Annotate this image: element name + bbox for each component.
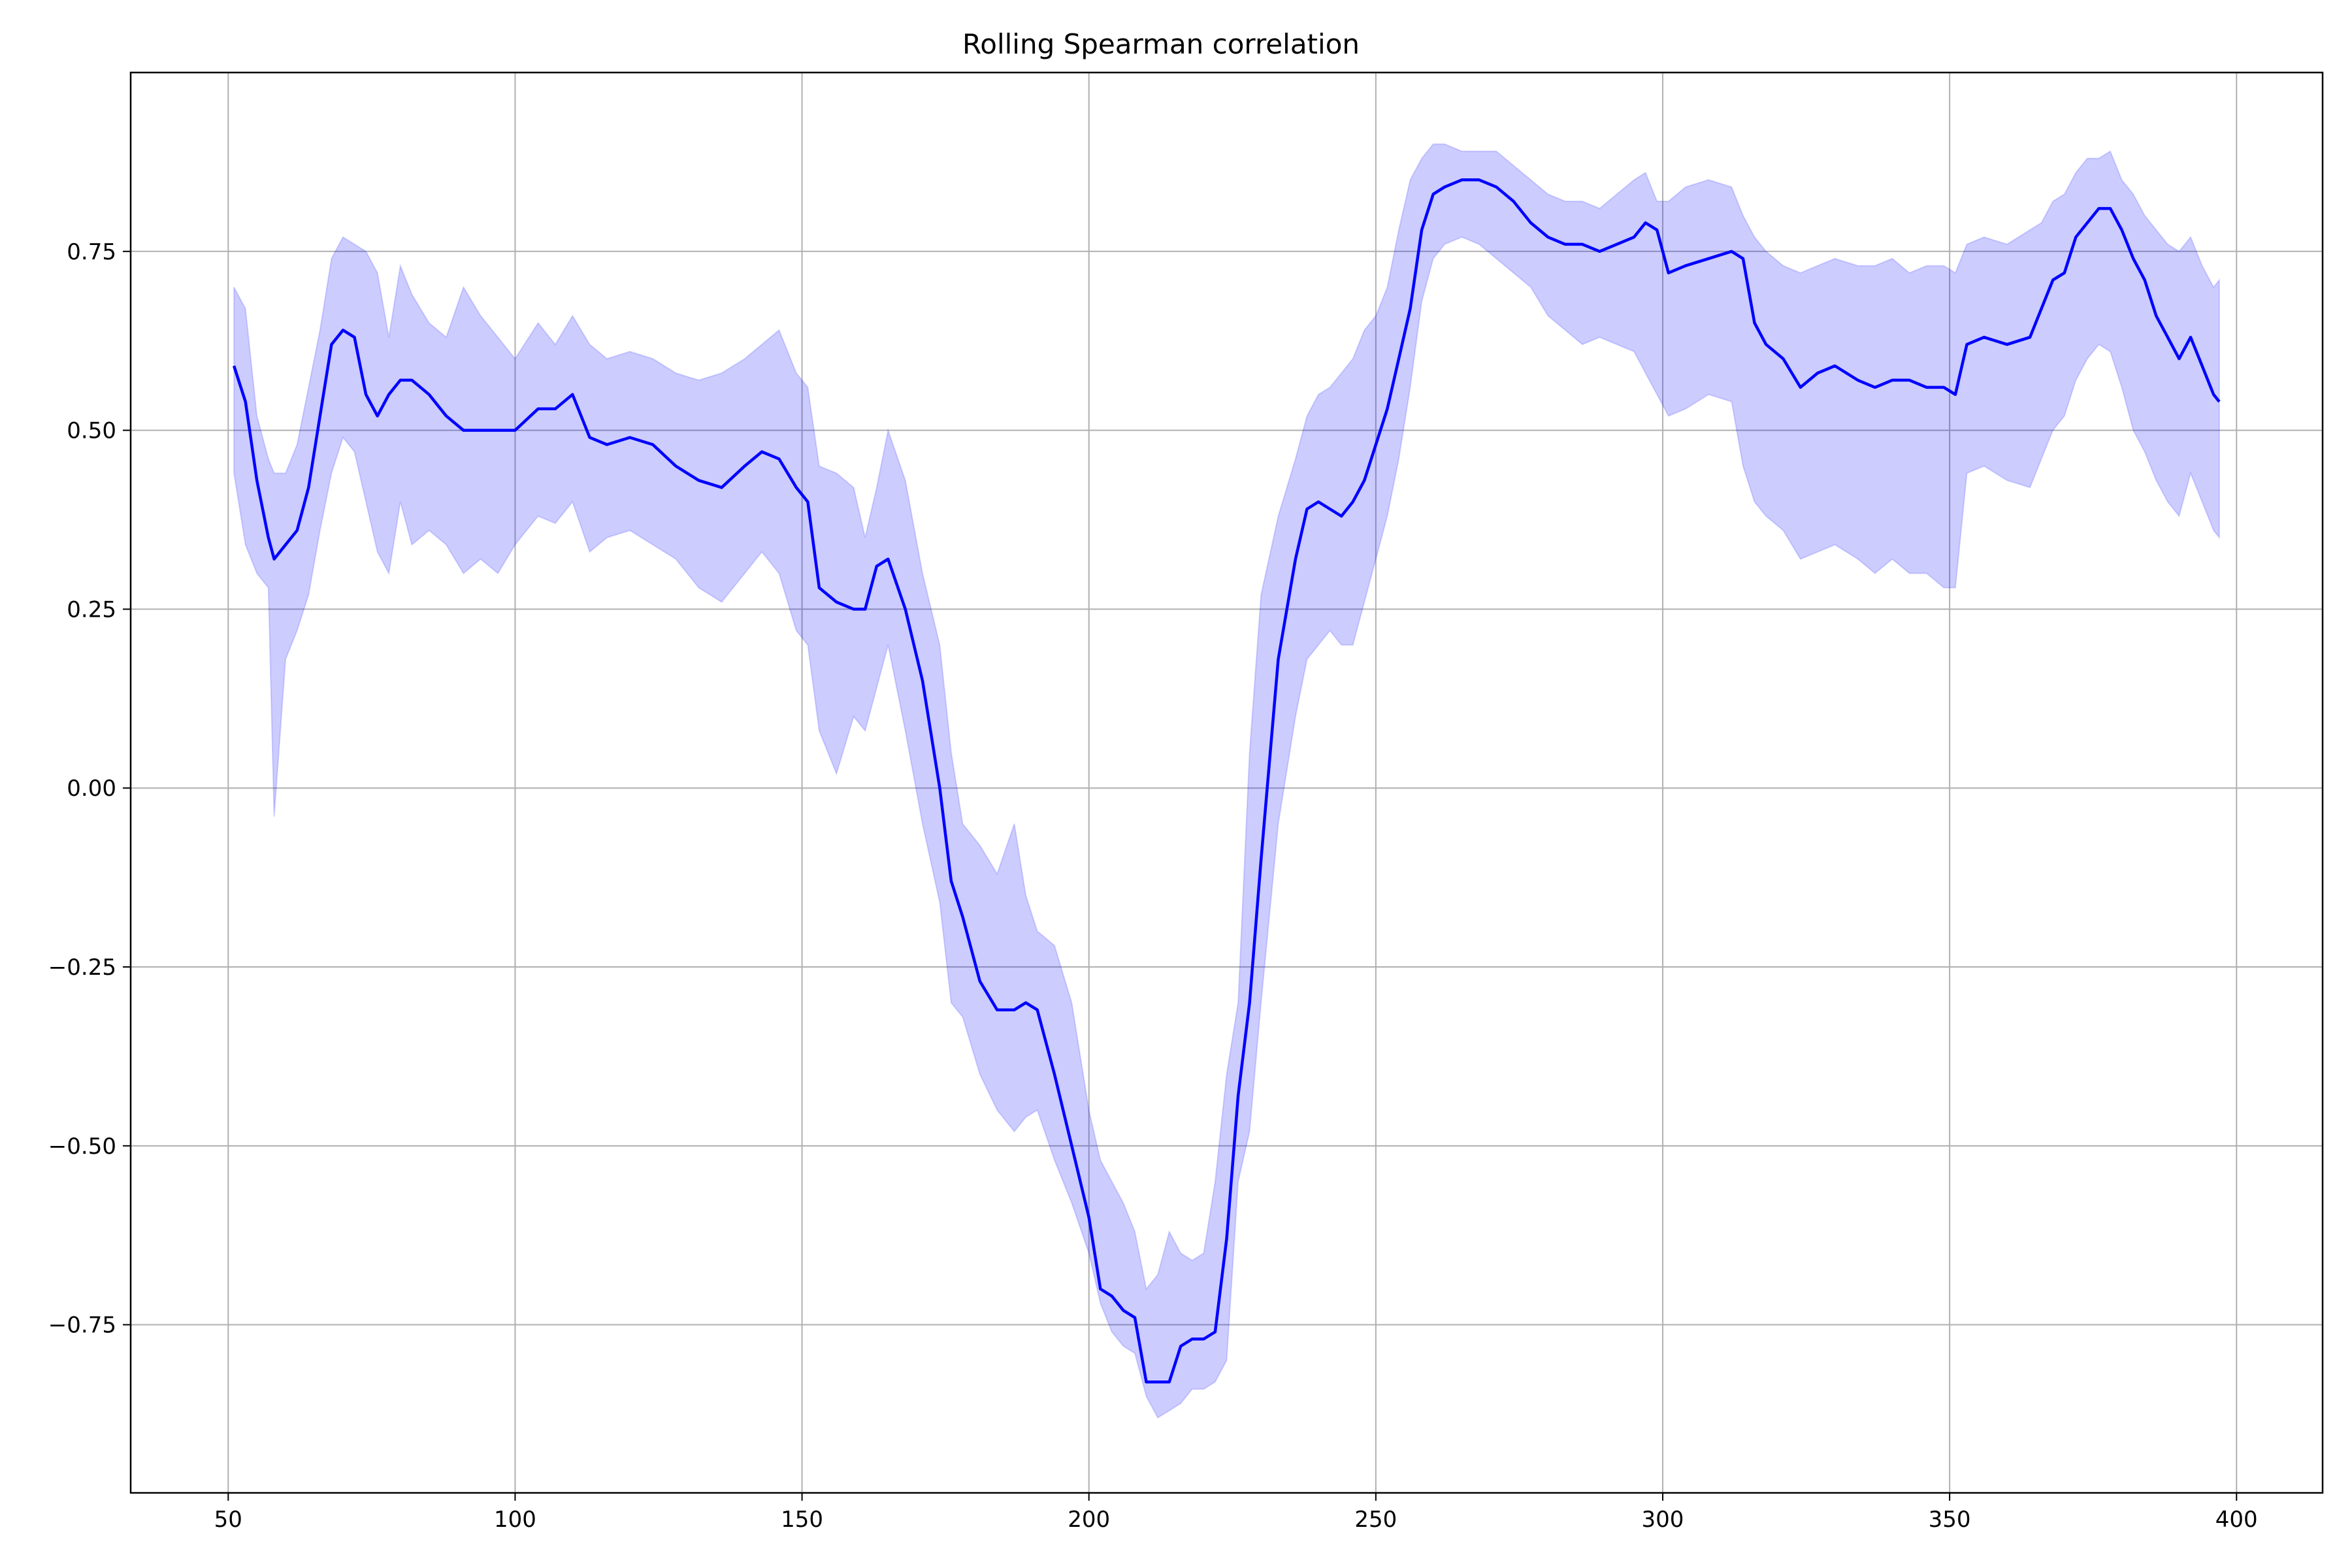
y-tick-label: −0.75	[48, 1313, 116, 1339]
x-tick-label: 350	[1929, 1507, 1971, 1533]
y-tick-label: 0.50	[67, 418, 116, 444]
confidence-band-layer	[233, 143, 2220, 1419]
grid-lines	[131, 73, 2323, 1493]
x-tick-label: 50	[214, 1507, 242, 1533]
y-tick-label: 0.75	[67, 239, 116, 265]
y-tick-label: −0.25	[48, 955, 116, 981]
x-tick-label: 200	[1068, 1507, 1110, 1533]
x-tick-label: 250	[1354, 1507, 1397, 1533]
confidence-band	[233, 143, 2220, 1419]
chart-title: Rolling Spearman correlation	[962, 28, 1360, 60]
correlation-line	[232, 178, 2221, 1384]
series-line-layer	[232, 178, 2221, 1384]
y-axis: 0.75 0.50 0.25 0.00 −0.25 −0.50 −0.75	[48, 239, 131, 1339]
x-tick-label: 100	[494, 1507, 536, 1533]
x-tick-label: 400	[2215, 1507, 2258, 1533]
y-tick-label: 0.00	[67, 776, 116, 802]
y-tick-label: −0.50	[48, 1134, 116, 1160]
x-tick-label: 300	[1642, 1507, 1684, 1533]
x-tick-label: 150	[781, 1507, 823, 1533]
y-tick-label: 0.25	[67, 596, 116, 623]
x-axis: 50 100 150 200 250 300 350 400	[214, 1493, 2258, 1533]
plot-area-frame	[129, 71, 2324, 1494]
